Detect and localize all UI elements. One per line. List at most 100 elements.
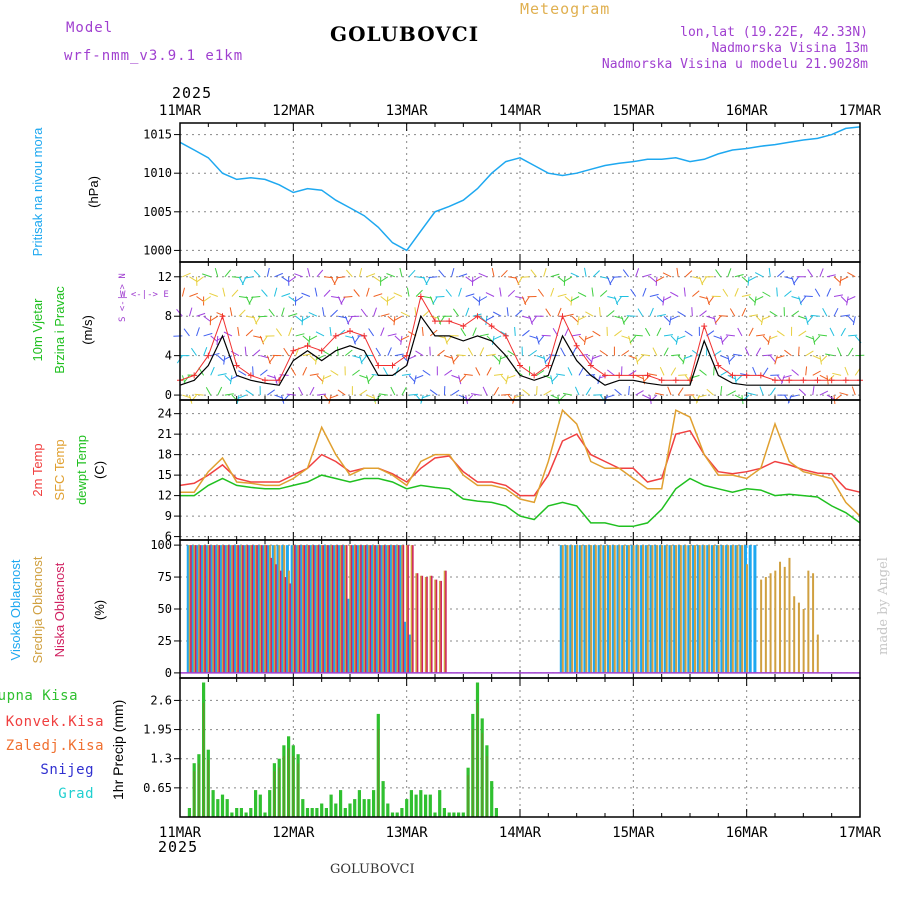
precip-ylabel: 1hr Precip (mm): [110, 700, 126, 800]
wind-arrow: [678, 374, 688, 376]
precip-bar: [409, 790, 413, 817]
wind-arrow: [302, 353, 312, 357]
wind-arrow: [571, 315, 579, 323]
wind-arrow: [776, 330, 785, 337]
precip-bar: [390, 812, 395, 817]
meteogram-label: Meteogram: [520, 0, 611, 18]
wind-arrow: [286, 393, 296, 396]
wind-arrow: [182, 272, 191, 278]
wind-arrow: [812, 386, 815, 396]
wind-arrow: [536, 386, 538, 396]
wind-arrow: [386, 273, 396, 278]
wind-arrow: [563, 276, 573, 282]
wind-arrow: [615, 296, 622, 305]
wind-arrow: [670, 291, 679, 297]
ytick-label: 0.65: [143, 781, 172, 795]
wind-arrow: [244, 276, 254, 279]
wind-arrow: [636, 355, 644, 363]
wind-arrow: [762, 291, 771, 297]
ytick-label: 9: [165, 509, 172, 523]
wind-arrow: [210, 366, 215, 376]
wind-arrow: [223, 355, 233, 361]
wind-arrow: [622, 269, 630, 278]
precip-bar-overlay: [486, 756, 488, 817]
wind-arrow: [309, 373, 319, 376]
wind-arrow: [492, 335, 502, 341]
wind-arrow: [728, 355, 736, 363]
wind-arrow: [844, 366, 849, 376]
wind-arrow: [255, 315, 261, 325]
precip-bar: [230, 812, 234, 817]
wind-arrow: [275, 328, 282, 337]
gust-marker: [616, 372, 623, 379]
wind-arrow: [198, 367, 205, 376]
wind-arrow: [337, 346, 339, 356]
precip-bar: [367, 799, 371, 817]
wind-arrow: [183, 328, 190, 337]
wind-arrow: [347, 315, 353, 325]
gust-marker: [474, 313, 481, 320]
wind-arrow: [438, 315, 445, 324]
wind-arrow: [359, 389, 368, 396]
wind-arrow: [401, 355, 409, 363]
wind-arrow: [683, 355, 693, 360]
wind-arrow: [769, 355, 777, 363]
gust-marker: [205, 352, 212, 359]
wind-arrow: [662, 272, 672, 278]
altitude-label: Nadmorska Visina 13m: [711, 41, 868, 56]
gust-marker: [375, 362, 382, 369]
gust-marker: [587, 362, 594, 369]
wind-arrow: [777, 270, 785, 278]
precip-bar-overlay: [278, 767, 280, 817]
wind-arrow: [803, 295, 813, 297]
wind-arrow: [649, 276, 658, 283]
precip-bar: [357, 790, 361, 817]
wind-arrow: [791, 310, 800, 317]
wind-arrow: [400, 335, 403, 345]
wind-arrow: [557, 307, 562, 317]
wind-arrow: [513, 394, 523, 399]
wind-arrow: [563, 392, 573, 396]
wind-arrow: [759, 386, 764, 396]
wind-arrow: [813, 335, 821, 343]
wind-arrow: [707, 296, 715, 305]
wind-arrow: [754, 272, 764, 278]
wind-arrow: [662, 296, 672, 302]
date-label-bottom: 14MAR: [499, 825, 542, 841]
wind-arrow: [290, 367, 297, 376]
wind-arrow: [720, 335, 724, 345]
wind-arrow: [329, 326, 332, 336]
wind-arrow: [762, 367, 769, 376]
wind-arrow: [817, 334, 828, 337]
wind-arrow: [543, 268, 547, 277]
date-label-bottom: 12MAR: [272, 825, 315, 841]
wind-arrow: [520, 276, 530, 278]
ytick-label: 15: [158, 468, 172, 482]
wind-arrow: [196, 312, 206, 317]
wind-arrow: [237, 326, 240, 337]
precip-bar: [220, 794, 225, 817]
date-label-bottom: 16MAR: [726, 825, 769, 841]
panel-ylabel: Niska Oblacnost: [52, 562, 67, 657]
compass-ns: S <-|-> N: [118, 273, 128, 322]
precip-bar: [239, 808, 243, 817]
wind-arrow: [182, 394, 192, 399]
wind-arrow: [314, 287, 318, 297]
panel-frame: [179, 122, 861, 263]
wind-arrow: [713, 366, 715, 376]
wind-arrow: [266, 355, 271, 365]
wind-arrow: [829, 327, 835, 337]
date-label-bottom: 17MAR: [839, 825, 882, 841]
wind-arrow: [826, 274, 836, 278]
wind-arrow: [401, 386, 407, 396]
wind-arrow: [748, 296, 756, 304]
wind-arrow: [648, 373, 658, 376]
wind-arrow: [346, 269, 353, 278]
precip-bar: [249, 808, 253, 817]
wind-arrow: [768, 267, 771, 277]
wind-arrow: [683, 287, 686, 297]
wind-arrow: [642, 394, 652, 400]
wind-arrow: [340, 296, 346, 305]
precip-bar-overlay: [283, 756, 285, 817]
wind-arrow: [514, 326, 516, 336]
